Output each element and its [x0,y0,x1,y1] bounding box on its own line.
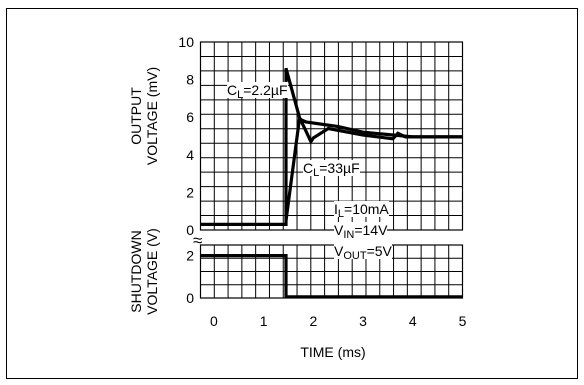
series-label-cl-33uf-sub: L [313,167,320,179]
x-tick-label: 0 [210,313,218,329]
series-label-cl-2-2uf-c: C [227,82,238,98]
series-label-cl-33uf: CL=33µF [303,160,360,179]
y-tick-label: 0 [186,222,194,238]
condition-vout-value: =5V [366,243,392,259]
panel-0: 0 2 4 6 8 10 OUTPUT VOLTAGE (mV) [128,34,464,238]
condition-vin-value: =14V [354,222,388,238]
series-line-1-0 [200,254,463,299]
y-tick-label: 8 [186,72,194,88]
series-label-cl-2-2uf-value: =2.2µF [243,82,288,98]
axis-break-symbol: ≈ [193,231,202,250]
y-axis-label-0: SHUTDOWN [128,230,144,312]
condition-vout-sub: OUT [343,250,367,262]
x-tick-label: 2 [309,313,317,329]
x-tick-label: 3 [359,313,367,329]
x-tick-label: 4 [409,313,417,329]
condition-vin: VIN=14V [334,222,388,241]
y-axis-label-1: VOLTAGE (V) [144,228,160,315]
y-tick-label: 2 [186,248,194,264]
y-axis-label-1: VOLTAGE (mV) [144,67,160,165]
condition-vout-sym: V [334,243,344,259]
condition-il-sym: I [334,201,338,217]
condition-vin-sym: V [334,222,344,238]
series-label-cl-2-2uf: CL=2.2µF [227,82,288,101]
panel-1: 0 2 SHUTDOWN VOLTAGE (V) [128,228,464,315]
series-label-cl-33uf-c: C [303,160,314,176]
condition-il: IL=10mA [334,201,389,220]
figure-frame [6,8,578,379]
y-tick-label: 0 [186,290,194,306]
y-tick-label: 4 [186,147,194,163]
series-label-cl-33uf-value: =33µF [319,160,360,176]
y-tick-label: 10 [178,34,194,50]
condition-il-value: =10mA [344,201,389,217]
condition-vin-sub: IN [343,229,355,241]
series-line-0-1 [284,116,463,221]
x-tick-label: 1 [260,313,268,329]
series-label-cl-2-2uf-sub: L [237,89,244,101]
condition-il-sub: L [337,208,345,220]
x-tick-label: 5 [459,313,467,329]
condition-vout: VOUT=5V [334,243,392,262]
x-axis-label: TIME (ms) [300,344,365,360]
y-axis-label-0: OUTPUT [128,87,144,145]
y-tick-label: 2 [186,184,194,200]
y-tick-label: 6 [186,109,194,125]
